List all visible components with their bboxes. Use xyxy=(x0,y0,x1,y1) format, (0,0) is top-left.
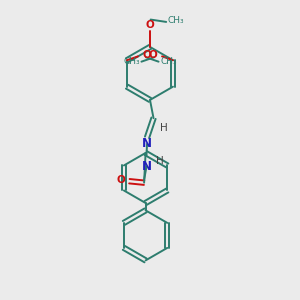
Text: CH₃: CH₃ xyxy=(123,57,140,66)
Text: O: O xyxy=(142,50,151,60)
Text: O: O xyxy=(117,175,126,185)
Text: CH₃: CH₃ xyxy=(168,16,184,25)
Text: O: O xyxy=(146,20,154,30)
Text: H: H xyxy=(160,123,168,133)
Text: CH₃: CH₃ xyxy=(160,57,177,66)
Text: N: N xyxy=(142,160,152,173)
Text: N: N xyxy=(142,137,152,150)
Text: H: H xyxy=(156,156,164,166)
Text: O: O xyxy=(149,50,158,60)
